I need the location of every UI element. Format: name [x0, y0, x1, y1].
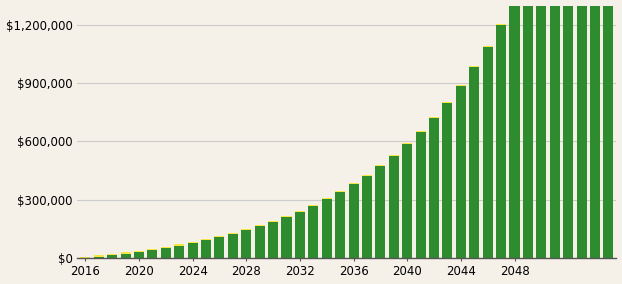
Bar: [429, 117, 439, 118]
Bar: [389, 156, 399, 258]
Bar: [563, 0, 573, 258]
Bar: [456, 86, 466, 258]
Bar: [322, 199, 332, 258]
Bar: [402, 143, 412, 145]
Bar: [536, 0, 546, 258]
Bar: [295, 212, 305, 258]
Bar: [509, 0, 519, 258]
Bar: [121, 254, 131, 258]
Bar: [442, 103, 452, 258]
Bar: [603, 0, 613, 258]
Bar: [268, 222, 278, 258]
Bar: [415, 131, 425, 132]
Bar: [282, 217, 292, 258]
Bar: [107, 254, 117, 255]
Bar: [241, 229, 251, 230]
Bar: [469, 66, 480, 68]
Bar: [228, 234, 238, 258]
Bar: [94, 255, 104, 256]
Bar: [348, 183, 359, 184]
Bar: [335, 191, 345, 192]
Bar: [496, 24, 506, 25]
Bar: [483, 46, 493, 47]
Bar: [188, 243, 198, 258]
Bar: [147, 250, 157, 258]
Bar: [121, 252, 131, 254]
Bar: [241, 230, 251, 258]
Bar: [389, 155, 399, 156]
Bar: [174, 246, 184, 258]
Bar: [160, 248, 171, 258]
Bar: [309, 206, 318, 258]
Bar: [282, 216, 292, 217]
Bar: [215, 236, 225, 237]
Bar: [402, 145, 412, 258]
Bar: [590, 0, 600, 258]
Bar: [429, 118, 439, 258]
Bar: [295, 211, 305, 212]
Bar: [201, 239, 211, 241]
Bar: [577, 0, 587, 258]
Bar: [322, 198, 332, 199]
Bar: [80, 257, 90, 258]
Bar: [94, 256, 104, 258]
Bar: [147, 249, 157, 250]
Bar: [309, 205, 318, 206]
Bar: [215, 237, 225, 258]
Bar: [375, 166, 386, 258]
Bar: [375, 165, 386, 166]
Bar: [523, 0, 533, 258]
Bar: [335, 192, 345, 258]
Bar: [348, 184, 359, 258]
Bar: [268, 221, 278, 222]
Bar: [362, 176, 372, 258]
Bar: [174, 245, 184, 246]
Bar: [254, 225, 265, 226]
Bar: [134, 252, 144, 258]
Bar: [160, 247, 171, 248]
Bar: [456, 85, 466, 86]
Bar: [228, 233, 238, 234]
Bar: [442, 102, 452, 103]
Bar: [469, 68, 480, 258]
Bar: [254, 226, 265, 258]
Bar: [483, 47, 493, 258]
Bar: [201, 241, 211, 258]
Bar: [107, 255, 117, 258]
Bar: [496, 25, 506, 258]
Bar: [415, 132, 425, 258]
Bar: [550, 0, 560, 258]
Bar: [362, 175, 372, 176]
Bar: [188, 242, 198, 243]
Bar: [134, 251, 144, 252]
